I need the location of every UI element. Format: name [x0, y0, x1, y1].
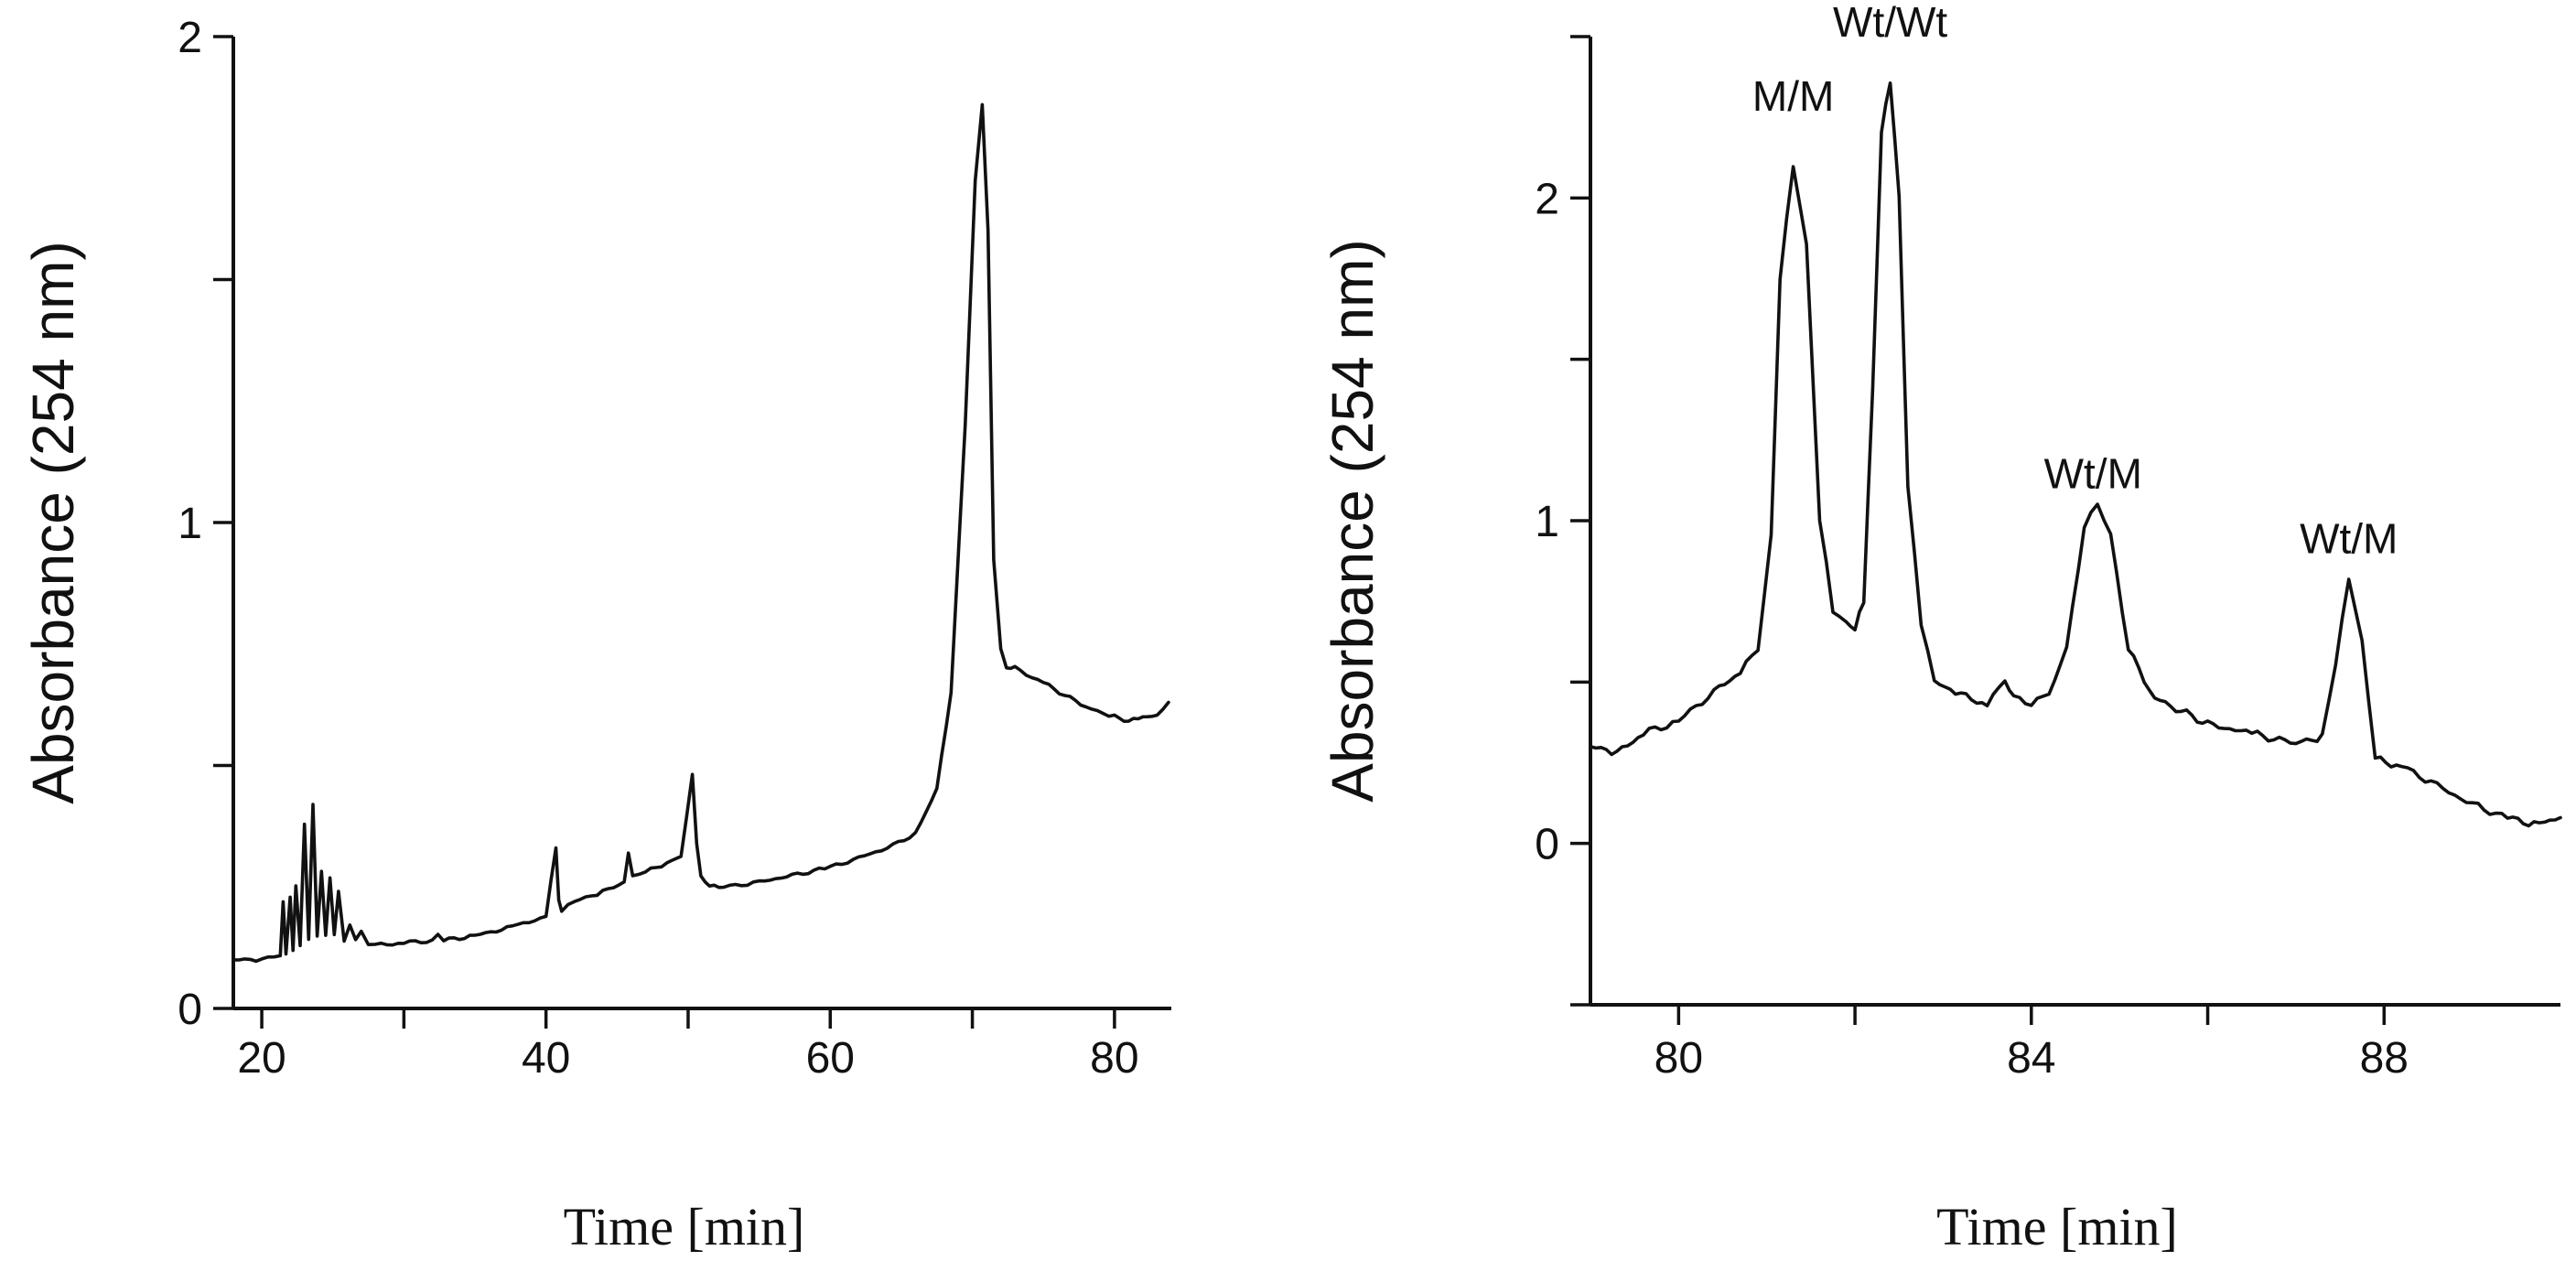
y-tick-label: 0	[178, 986, 202, 1034]
x-tick-label: 84	[2007, 1034, 2055, 1083]
chart-left: 0 1 2 20 40 60 80 Absorbance (254 nm) Time [min]	[20, 14, 1171, 1256]
peak-label: Wt/M	[2300, 514, 2398, 562]
y-tick-label: 1	[178, 500, 202, 548]
y-axis-label: Absorbance (254 nm)	[20, 241, 86, 803]
y-axis-label: Absorbance (254 nm)	[1320, 239, 1385, 802]
y-tick-label: 2	[178, 14, 202, 62]
x-tick-label: 20	[237, 1034, 286, 1083]
y-tick-label: 1	[1535, 498, 1559, 546]
peak-label: M/M	[1752, 72, 1834, 120]
y-tick-label: 2	[1535, 175, 1559, 223]
series-line-0	[232, 102, 1170, 964]
x-tick-label: 60	[806, 1034, 855, 1083]
x-tick-label: 40	[522, 1034, 570, 1083]
x-tick-label: 80	[1654, 1034, 1703, 1083]
peak-label: Wt/Wt	[1833, 0, 1947, 46]
x-tick-label: 80	[1090, 1034, 1138, 1083]
chart-right: 0 1 2 80 84 88 Absorbance (254 nm) Time [min] M/…	[1320, 0, 2562, 1256]
peak-label: Wt/M	[2044, 450, 2142, 498]
x-axis-label: Time [min]	[1936, 1197, 2178, 1256]
y-tick-label: 0	[1535, 821, 1559, 869]
x-axis-label: Time [min]	[564, 1197, 805, 1256]
series-line-0	[1589, 81, 2562, 828]
x-tick-label: 88	[2360, 1034, 2409, 1083]
